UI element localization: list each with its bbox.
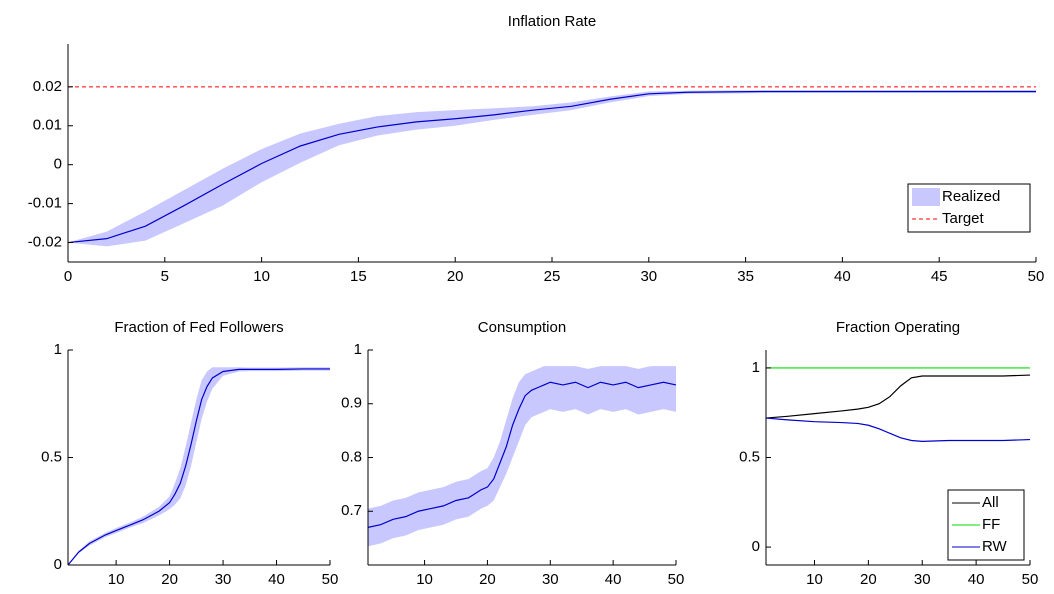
- x-tick-label: 10: [108, 571, 125, 588]
- legend-swatch: [912, 188, 940, 206]
- y-tick-label: 0: [54, 556, 62, 573]
- y-tick-label: 0.9: [341, 395, 362, 412]
- legend-label: FF: [982, 516, 1000, 533]
- x-tick-label: 30: [215, 571, 232, 588]
- y-tick-label: 0.5: [739, 448, 760, 465]
- y-tick-label: 0: [54, 156, 62, 173]
- x-tick-label: 50: [322, 571, 339, 588]
- series-line: [67, 368, 330, 566]
- x-tick-label: 0: [64, 268, 72, 285]
- x-tick-label: 5: [161, 268, 169, 285]
- x-tick-label: 20: [161, 571, 178, 588]
- legend-label: Target: [942, 210, 985, 227]
- x-tick-label: 25: [544, 268, 561, 285]
- y-tick-label: 1: [354, 341, 362, 358]
- x-tick-label: 50: [668, 571, 685, 588]
- x-tick-label: 35: [737, 268, 754, 285]
- x-tick-label: 40: [605, 571, 622, 588]
- confidence-band: [68, 367, 330, 565]
- x-tick-label: 20: [479, 571, 496, 588]
- x-tick-label: 45: [931, 268, 948, 285]
- x-tick-label: 50: [1022, 571, 1039, 588]
- x-tick-label: 15: [350, 268, 367, 285]
- legend-box: [907, 183, 1031, 233]
- confidence-band: [368, 366, 676, 547]
- series-line: [367, 381, 677, 528]
- chart-title: Fraction of Fed Followers: [114, 319, 283, 336]
- y-tick-label: -0.02: [28, 234, 62, 251]
- x-tick-label: 10: [806, 571, 823, 588]
- x-tick-label: 30: [640, 268, 657, 285]
- x-tick-label: 40: [268, 571, 285, 588]
- x-tick-label: 40: [834, 268, 851, 285]
- y-tick-label: 0.02: [33, 78, 62, 95]
- series-line: [765, 417, 1031, 442]
- legend-label: All: [982, 494, 999, 511]
- x-tick-label: 20: [860, 571, 877, 588]
- x-tick-label: 30: [542, 571, 559, 588]
- y-tick-label: 0: [752, 538, 760, 555]
- x-tick-label: 20: [447, 268, 464, 285]
- legend-label: Realized: [942, 188, 1000, 205]
- x-tick-label: 10: [416, 571, 433, 588]
- y-tick-label: -0.01: [28, 195, 62, 212]
- chart-title: Fraction Operating: [836, 319, 960, 336]
- y-tick-label: 1: [752, 359, 760, 376]
- chart-title: Consumption: [478, 319, 566, 336]
- confidence-band: [68, 90, 1036, 247]
- y-tick-label: 0.5: [41, 448, 62, 465]
- x-tick-label: 10: [253, 268, 270, 285]
- chart-title: Inflation Rate: [508, 13, 596, 30]
- x-tick-label: 40: [968, 571, 985, 588]
- series-line: [765, 374, 1031, 419]
- series-line: [67, 90, 1036, 244]
- y-tick-label: 0.01: [33, 117, 62, 134]
- x-tick-label: 30: [914, 571, 931, 588]
- x-tick-label: 50: [1028, 268, 1045, 285]
- y-tick-label: 0.7: [341, 502, 362, 519]
- y-tick-label: 0.8: [341, 448, 362, 465]
- y-tick-label: 1: [54, 341, 62, 358]
- legend-label: RW: [982, 538, 1008, 555]
